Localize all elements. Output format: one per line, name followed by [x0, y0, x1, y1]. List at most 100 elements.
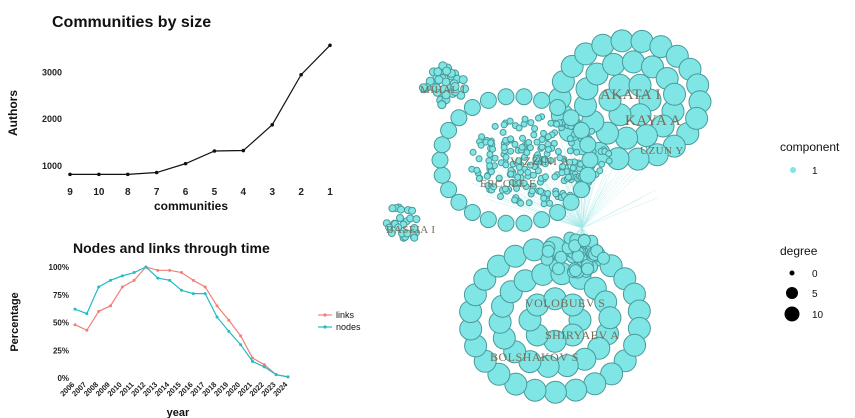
network-node-172 — [540, 194, 548, 202]
chart1-xlabel: communities — [154, 199, 228, 213]
legend-links-label: links — [336, 310, 355, 320]
network-node-463 — [552, 262, 565, 276]
chart1-point-8 — [299, 72, 303, 77]
chart2-point-links-3 — [109, 304, 112, 308]
chart2-ytick-3: 75% — [53, 291, 69, 300]
network-node-344 — [431, 83, 441, 93]
coauthor-network: MIHAL I AKATA I KAYA A UZUN Y VIZZINI A … — [382, 29, 712, 404]
network-node-288 — [515, 214, 533, 232]
degree-legend-dot-10 — [784, 306, 800, 322]
chart2-point-nodes-15 — [251, 359, 254, 363]
network-node-198 — [511, 196, 519, 204]
network-node-342 — [450, 82, 460, 91]
network-legend: component 1 degree 0 5 10 — [780, 140, 840, 322]
network-node-145 — [547, 119, 555, 127]
network-node-249 — [533, 138, 541, 146]
network-node-129 — [469, 148, 477, 156]
chart2-point-nodes-12 — [215, 315, 219, 319]
component-legend-value: 1 — [812, 166, 818, 177]
node-label-vizzini: VIZZINI A — [510, 154, 569, 168]
network-node-291 — [463, 204, 481, 221]
network-node-285 — [562, 193, 580, 211]
chart2-point-links-0 — [73, 323, 77, 327]
network-node-213 — [514, 173, 522, 181]
chart2-point-nodes-2 — [97, 285, 101, 289]
network-node-271 — [491, 154, 499, 162]
network-node-240 — [534, 167, 542, 175]
network-node-178 — [566, 158, 574, 166]
chart1-point-3 — [154, 170, 159, 175]
chart2-point-nodes-10 — [191, 292, 195, 296]
network-node-139 — [502, 161, 510, 169]
chart1-points — [68, 43, 332, 177]
network-node-257 — [529, 171, 537, 179]
network-node-346 — [437, 100, 447, 110]
degree-legend-dot-5 — [786, 287, 798, 299]
network-node-306 — [572, 121, 590, 139]
network-node-283 — [579, 166, 597, 184]
chart2-point-links-1 — [85, 328, 89, 332]
network-node-161 — [566, 135, 574, 143]
chart1-xtick-3: 7 — [154, 187, 160, 198]
chart2-ytick-4: 100% — [49, 263, 69, 272]
degree-legend-value-10: 10 — [812, 310, 824, 321]
network-node-34 — [610, 29, 634, 53]
network-node-361 — [385, 223, 394, 232]
network-node-399 — [598, 306, 622, 330]
network-node-247 — [486, 162, 494, 170]
network-labels: MIHAL I AKATA I KAYA A UZUN Y VIZZINI A … — [386, 84, 683, 364]
network-node-217 — [524, 168, 532, 176]
network-node-294 — [433, 166, 451, 184]
chart1-point-6 — [241, 148, 246, 153]
network-node-261 — [546, 199, 554, 207]
node-label-volobuev: VOLOBUEV S — [525, 296, 605, 310]
chart2-point-nodes-14 — [239, 343, 243, 347]
network-node-108 — [515, 157, 523, 165]
network-node-259 — [507, 170, 515, 178]
network-node-302 — [515, 88, 533, 106]
network-node-181 — [544, 190, 552, 197]
chart1-y-ticks: 1000 2000 3000 — [42, 67, 62, 171]
chart2-point-links-13 — [227, 318, 231, 322]
chart2-point-links-2 — [97, 309, 101, 313]
network-node-341 — [434, 75, 444, 85]
network-node-221 — [513, 184, 520, 192]
network-node-200 — [520, 179, 528, 187]
chart2-point-nodes-1 — [85, 312, 89, 316]
network-node-347 — [418, 83, 428, 93]
node-label-ercole: ERCOLE E — [480, 178, 536, 190]
network-node-127 — [569, 164, 577, 172]
network-node-256 — [540, 129, 547, 137]
network-node-176 — [535, 114, 542, 122]
chart2-series — [73, 265, 290, 379]
network-node-461 — [581, 262, 595, 276]
chart2-ylabel: Percentage — [9, 292, 21, 351]
network-node-287 — [533, 211, 551, 229]
chart2-point-nodes-5 — [132, 271, 136, 275]
network-node-191 — [475, 155, 483, 163]
network-node-370 — [412, 215, 421, 224]
network-node-156 — [538, 143, 546, 151]
network-node-173 — [507, 135, 515, 143]
network-node-275 — [525, 199, 533, 207]
chart2-point-links-5 — [132, 278, 136, 282]
network-node-253 — [565, 173, 572, 181]
network-node-195 — [519, 134, 526, 142]
network-node-154 — [598, 160, 606, 168]
network-node-339 — [441, 90, 451, 100]
network-node-298 — [450, 109, 468, 127]
chart1-xtick-6: 4 — [241, 187, 247, 198]
chart2-title: Nodes and links through time — [73, 240, 270, 256]
network-node-224 — [495, 174, 503, 182]
network-node-225 — [518, 143, 526, 151]
network-node-41 — [685, 106, 709, 130]
network-node-405 — [523, 378, 547, 402]
chart1-line — [70, 44, 331, 175]
network-node-458 — [597, 251, 610, 265]
chart1-point-0 — [68, 172, 72, 177]
network-node-459 — [569, 264, 582, 278]
network-node-282 — [581, 151, 599, 169]
chart2-xtick-18: 2024 — [271, 379, 290, 398]
legend-nodes-dot — [323, 325, 327, 329]
